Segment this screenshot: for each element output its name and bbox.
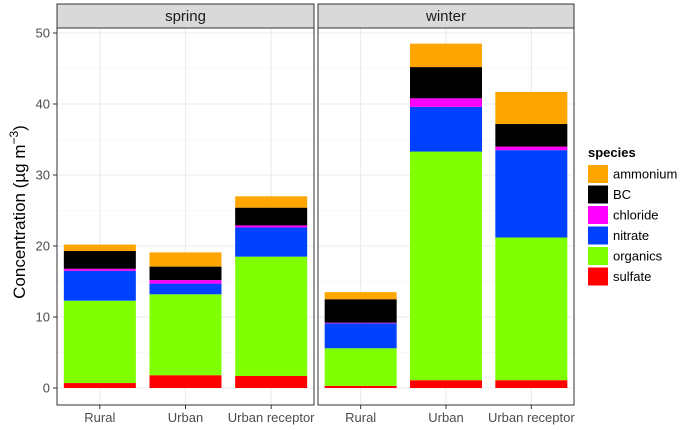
bar-winter-urban-ammonium	[410, 43, 482, 68]
bar-spring-rural-chloride	[63, 268, 136, 271]
bar-winter-urban-receptor-organics	[495, 237, 568, 381]
bar-spring-urban-chloride	[149, 280, 222, 284]
legend-label: BC	[613, 187, 631, 202]
strip-label-spring: spring	[165, 8, 206, 25]
legend-item-sulfate: sulfate	[588, 267, 651, 286]
bar-winter-rural-organics	[324, 348, 397, 386]
bar-winter-urban-nitrate	[410, 106, 482, 152]
y-axis: 0 10 20 30 40 50	[36, 26, 57, 396]
legend-item-nitrate: nitrate	[588, 226, 649, 245]
legend-item-bc: BC	[588, 185, 631, 204]
legend-item-organics: organics	[588, 247, 663, 265]
y-axis-title: Concentration (µg m−3)	[7, 125, 29, 299]
bar-spring-rural-nitrate	[63, 270, 136, 301]
strip-label-winter: winter	[425, 8, 466, 25]
legend-label: chloride	[613, 208, 659, 223]
bar-winter-urban-organics	[410, 151, 482, 381]
bar-spring-urban-receptor-bc	[235, 207, 308, 226]
bar-spring-rural-organics	[63, 300, 136, 384]
bar-winter-urban-receptor-nitrate	[495, 150, 568, 238]
bar-winter-urban-receptor-sulfate	[495, 380, 568, 388]
legend-label: ammonium	[613, 167, 677, 182]
bar-winter-rural-bc	[324, 299, 397, 323]
x-tick-label: Urban receptor	[228, 410, 315, 425]
bar-spring-urban-nitrate	[149, 283, 222, 295]
x-tick-label: Rural	[84, 410, 115, 425]
bar-winter-urban-receptor-bc	[495, 123, 568, 147]
x-tick-label: Urban receptor	[488, 410, 575, 425]
legend-label: sulfate	[613, 269, 651, 284]
bar-spring-urban-receptor-sulfate	[235, 375, 308, 388]
y-tick-label: 30	[36, 168, 50, 183]
panel-winter: winter Rural Urban Urban receptor	[317, 3, 575, 425]
legend-swatch	[588, 185, 608, 204]
facet-panels: spring Rural Urban Urban receptor winter Rura…	[56, 3, 575, 425]
legend-swatch	[588, 267, 608, 286]
bar-winter-urban-sulfate	[410, 380, 482, 388]
bar-winter-rural-chloride	[324, 322, 397, 324]
legend-item-chloride: chloride	[588, 206, 659, 224]
y-tick-label: 0	[43, 381, 50, 396]
x-tick-label: Rural	[345, 410, 376, 425]
legend-item-ammonium: ammonium	[588, 165, 677, 183]
bar-spring-urban-receptor-nitrate	[235, 227, 308, 257]
bar-spring-rural-sulfate	[63, 383, 136, 388]
bar-winter-rural-sulfate	[324, 385, 397, 388]
legend-swatch	[588, 247, 608, 265]
bar-spring-urban-receptor-ammonium	[235, 196, 308, 208]
bar-winter-urban-receptor-chloride	[495, 146, 568, 151]
bar-spring-urban-sulfate	[149, 375, 222, 388]
bar-winter-rural-nitrate	[324, 323, 397, 349]
bar-spring-urban-receptor-chloride	[235, 225, 308, 228]
bar-spring-urban-receptor-organics	[235, 256, 308, 376]
y-axis-title-main: Concentration (µg m	[10, 144, 29, 298]
strip-winter	[317, 3, 575, 29]
bar-winter-urban-bc	[410, 67, 482, 99]
legend-swatch	[588, 226, 608, 245]
bar-winter-urban-chloride	[410, 98, 482, 107]
panel-spring: spring Rural Urban Urban receptor	[56, 3, 315, 425]
legend-label: organics	[613, 249, 663, 264]
bar-spring-rural-bc	[63, 250, 136, 269]
legend-label: nitrate	[613, 228, 649, 243]
y-axis-title-superscript: −3	[7, 130, 21, 144]
bar-spring-urban-bc	[149, 266, 222, 281]
legend-swatch	[588, 206, 608, 224]
legend-title: species	[588, 145, 636, 160]
bar-spring-urban-organics	[149, 294, 222, 376]
bar-winter-rural-ammonium	[324, 292, 397, 300]
strip-spring	[56, 3, 315, 29]
y-tick-label: 50	[36, 26, 50, 41]
y-tick-label: 10	[36, 310, 50, 325]
legend-swatch	[588, 165, 608, 183]
bar-spring-urban-ammonium	[149, 252, 222, 267]
y-tick-label: 40	[36, 97, 50, 112]
legend: species ammonium BC chloride nitrate organic…	[588, 145, 677, 286]
y-tick-label: 20	[36, 239, 50, 254]
y-axis-title-close: )	[10, 125, 29, 131]
bar-spring-rural-ammonium	[63, 244, 136, 251]
x-tick-label: Urban	[168, 410, 203, 425]
bar-winter-urban-receptor-ammonium	[495, 91, 568, 124]
x-tick-label: Urban	[428, 410, 463, 425]
